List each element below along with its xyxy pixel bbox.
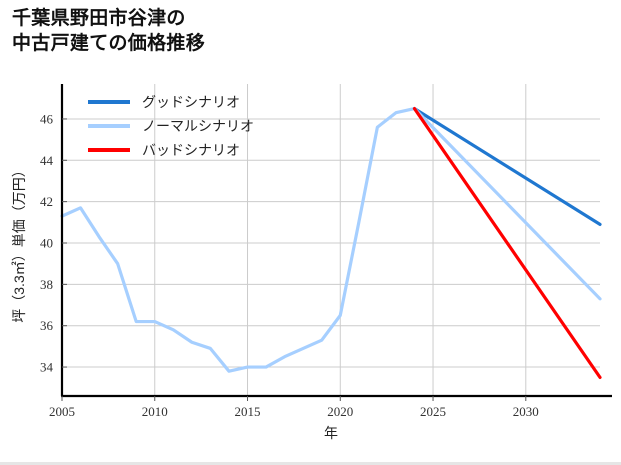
y-tick-label: 36: [40, 318, 54, 333]
legend-label: ノーマルシナリオ: [142, 120, 254, 135]
x-tick-label: 2020: [327, 404, 353, 419]
y-tick-label: 42: [40, 194, 53, 209]
y-tick-label: 46: [40, 111, 54, 126]
plot-lines: [60, 107, 602, 379]
x-axis-title: 年: [324, 425, 338, 441]
x-tick-labels: 2005 2010 2015 2020 2025 2030: [49, 404, 539, 419]
axes: [60, 84, 612, 398]
x-tick-label: 2025: [420, 404, 446, 419]
x-tick-label: 2015: [235, 404, 261, 419]
y-tick-labels: 34 36 38 40 42 44 46: [40, 111, 54, 374]
y-tick-label: 44: [40, 153, 54, 168]
y-tick-label: 38: [40, 277, 53, 292]
chart-title-line1: 千葉県野田市谷津の: [12, 8, 186, 29]
chart-title-line2: 中古戸建ての価格推移: [12, 33, 206, 55]
chart-title: 千葉県野田市谷津の 中古戸建ての価格推移: [12, 6, 205, 56]
x-tick-label: 2005: [49, 404, 75, 419]
axis-ticks: [61, 118, 527, 401]
bottom-divider: [0, 462, 621, 465]
y-axis-title: 坪（3.3㎡）単価（万円）: [11, 163, 27, 322]
y-tick-label: 34: [40, 360, 54, 375]
y-tick-label: 40: [40, 236, 53, 251]
legend-label: バッドシナリオ: [142, 144, 240, 159]
x-tick-label: 2010: [142, 404, 168, 419]
x-tick-label: 2030: [513, 404, 539, 419]
legend-label: グッドシナリオ: [142, 95, 240, 111]
